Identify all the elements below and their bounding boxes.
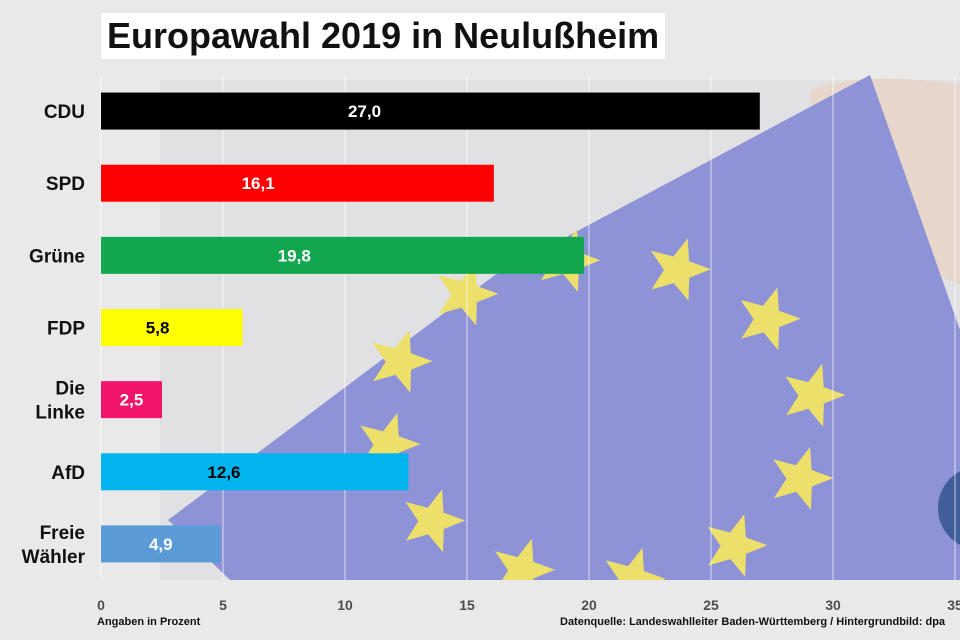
eu-star — [740, 287, 801, 351]
source-note: Datenquelle: Landeswahlleiter Baden-Würt… — [560, 616, 946, 628]
data-label: 5,8 — [146, 319, 170, 338]
category-label: Linke — [35, 403, 85, 424]
category-label: SPD — [46, 174, 85, 195]
data-label: 16,1 — [242, 174, 275, 193]
data-label: 12,6 — [207, 463, 240, 482]
bar — [101, 92, 760, 130]
category-label: Grüne — [29, 246, 85, 267]
eu-star — [650, 238, 711, 301]
category-label: AfD — [51, 463, 85, 484]
bar — [101, 236, 585, 274]
x-tick-label: 35 — [947, 597, 960, 613]
bar — [101, 309, 243, 346]
bar — [101, 381, 162, 419]
x-tick-label: 5 — [219, 597, 227, 613]
category-label: CDU — [44, 102, 85, 123]
data-label: 4,9 — [149, 535, 173, 554]
bar — [101, 164, 494, 202]
data-label: 2,5 — [120, 391, 144, 410]
category-label: Freie — [40, 523, 85, 544]
x-axis-label: Angaben in Prozent — [97, 616, 201, 628]
x-tick-label: 20 — [581, 597, 597, 613]
category-label: Wähler — [22, 547, 86, 568]
x-tick-label: 30 — [825, 597, 841, 613]
data-label: 27,0 — [348, 102, 381, 121]
data-label: 19,8 — [278, 246, 311, 265]
category-label: Die — [55, 379, 85, 400]
bar — [101, 453, 409, 491]
eu-star — [707, 514, 768, 577]
eu-star — [372, 330, 433, 393]
x-tick-label: 0 — [97, 597, 105, 613]
eu-star — [405, 489, 466, 553]
x-tick-label: 10 — [337, 597, 353, 613]
x-tick-label: 15 — [459, 597, 475, 613]
eu-star — [438, 262, 499, 326]
x-tick-label: 25 — [703, 597, 719, 613]
eu-star — [785, 363, 846, 427]
eu-star — [773, 446, 834, 510]
chart-title: Europawahl 2019 in Neulußheim — [101, 13, 666, 59]
bar — [101, 525, 221, 563]
category-label: FDP — [47, 319, 85, 340]
